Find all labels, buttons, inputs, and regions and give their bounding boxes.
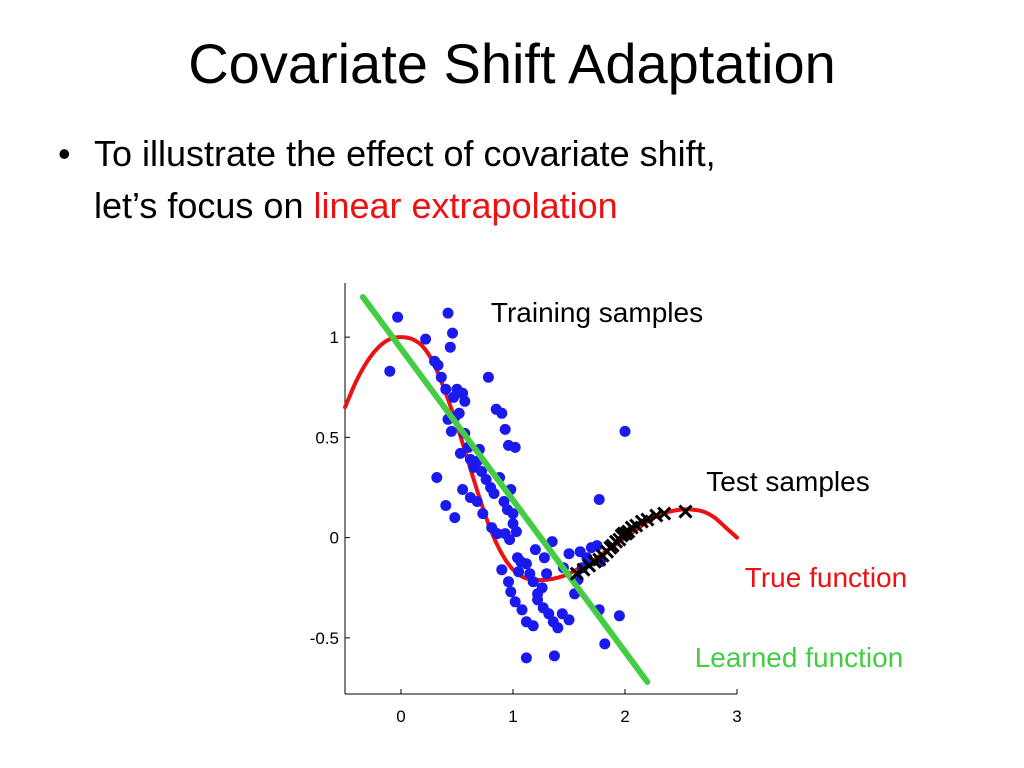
highlighted-phrase: linear extrapolation bbox=[313, 185, 618, 226]
training-sample-point bbox=[440, 500, 452, 511]
training-sample-point bbox=[496, 407, 508, 419]
training-sample-point bbox=[513, 566, 525, 578]
training-sample-point bbox=[432, 359, 444, 371]
training-sample-point bbox=[480, 474, 492, 485]
training-sample-point bbox=[482, 371, 494, 383]
training-sample-point bbox=[384, 365, 396, 377]
learned-function-label: Learned function bbox=[695, 642, 904, 673]
training-sample-point bbox=[491, 528, 503, 540]
bullet-text: To illustrate the effect of covariate sh… bbox=[94, 128, 954, 232]
training-sample-point bbox=[507, 508, 519, 520]
true-function-label: True function bbox=[745, 562, 907, 593]
training-sample-point bbox=[563, 548, 575, 560]
training-sample-point bbox=[499, 423, 511, 435]
training-sample-point bbox=[420, 333, 432, 345]
training-sample-point bbox=[520, 558, 532, 570]
x-tick-label: 1 bbox=[508, 707, 517, 726]
training-sample-point bbox=[392, 311, 404, 323]
training-sample-point bbox=[543, 608, 555, 620]
training-sample-point bbox=[449, 512, 461, 524]
training-sample-point bbox=[505, 586, 517, 598]
y-tick-label: 1 bbox=[330, 328, 339, 347]
training-samples-label: Training samples bbox=[491, 297, 703, 328]
test-samples-label: Test samples bbox=[706, 466, 869, 497]
training-sample-point bbox=[471, 496, 483, 507]
training-sample-point bbox=[536, 582, 548, 594]
training-sample-point bbox=[454, 447, 466, 459]
bullet-marker: • bbox=[58, 133, 71, 174]
training-sample-point bbox=[619, 425, 631, 437]
slide-title: Covariate Shift Adaptation bbox=[188, 32, 836, 95]
training-sample-point bbox=[477, 508, 489, 520]
x-tick-label: 0 bbox=[396, 707, 405, 726]
learned-function-line bbox=[359, 294, 651, 685]
training-sample-point bbox=[527, 576, 539, 588]
training-sample-point bbox=[509, 441, 521, 453]
training-sample-point bbox=[431, 472, 443, 483]
test-sample-marker bbox=[678, 504, 693, 519]
training-sample-point bbox=[548, 650, 560, 662]
bullet-line-2: let’s focus on linear extrapolation bbox=[94, 180, 954, 232]
training-sample-point bbox=[541, 568, 553, 580]
y-tick-label: 0.5 bbox=[315, 428, 339, 447]
training-sample-point bbox=[504, 534, 516, 546]
x-tick-label: 3 bbox=[732, 707, 741, 726]
training-sample-point bbox=[459, 395, 471, 407]
training-sample-point bbox=[613, 610, 625, 622]
training-sample-point bbox=[442, 307, 454, 319]
bullet-line-1: To illustrate the effect of covariate sh… bbox=[94, 133, 716, 174]
training-sample-point bbox=[599, 638, 611, 650]
training-sample-point bbox=[552, 622, 564, 634]
training-sample-point bbox=[457, 484, 469, 495]
training-sample-point bbox=[563, 614, 575, 626]
training-sample-point bbox=[440, 383, 452, 395]
x-tick-label: 2 bbox=[620, 707, 629, 726]
test-sample-marker bbox=[657, 506, 672, 521]
training-sample-point bbox=[591, 540, 603, 552]
y-tick-label: -0.5 bbox=[310, 629, 339, 648]
training-sample-point bbox=[538, 552, 550, 564]
training-sample-point bbox=[447, 327, 458, 339]
training-sample-point bbox=[476, 466, 488, 477]
training-sample-point bbox=[574, 546, 586, 558]
training-sample-point bbox=[445, 425, 457, 437]
training-sample-point bbox=[527, 620, 539, 632]
training-sample-point bbox=[520, 652, 532, 664]
test-sample-marker bbox=[640, 512, 655, 527]
training-sample-point bbox=[516, 604, 528, 616]
y-tick-label: 0 bbox=[330, 529, 339, 548]
training-sample-point bbox=[507, 518, 519, 530]
test-sample-marker bbox=[569, 566, 584, 581]
training-sample-point bbox=[435, 371, 447, 383]
training-sample-point bbox=[444, 341, 456, 353]
training-sample-point bbox=[509, 596, 521, 608]
training-sample-point bbox=[529, 544, 541, 556]
training-sample-point bbox=[503, 576, 514, 588]
training-sample-point bbox=[532, 594, 544, 606]
training-sample-point bbox=[593, 494, 605, 505]
training-sample-point bbox=[546, 536, 558, 548]
training-sample-point bbox=[488, 488, 500, 499]
bullet-line-2-prefix: let’s focus on bbox=[94, 185, 314, 226]
training-sample-point bbox=[496, 564, 508, 576]
true-function-curve bbox=[343, 335, 739, 582]
